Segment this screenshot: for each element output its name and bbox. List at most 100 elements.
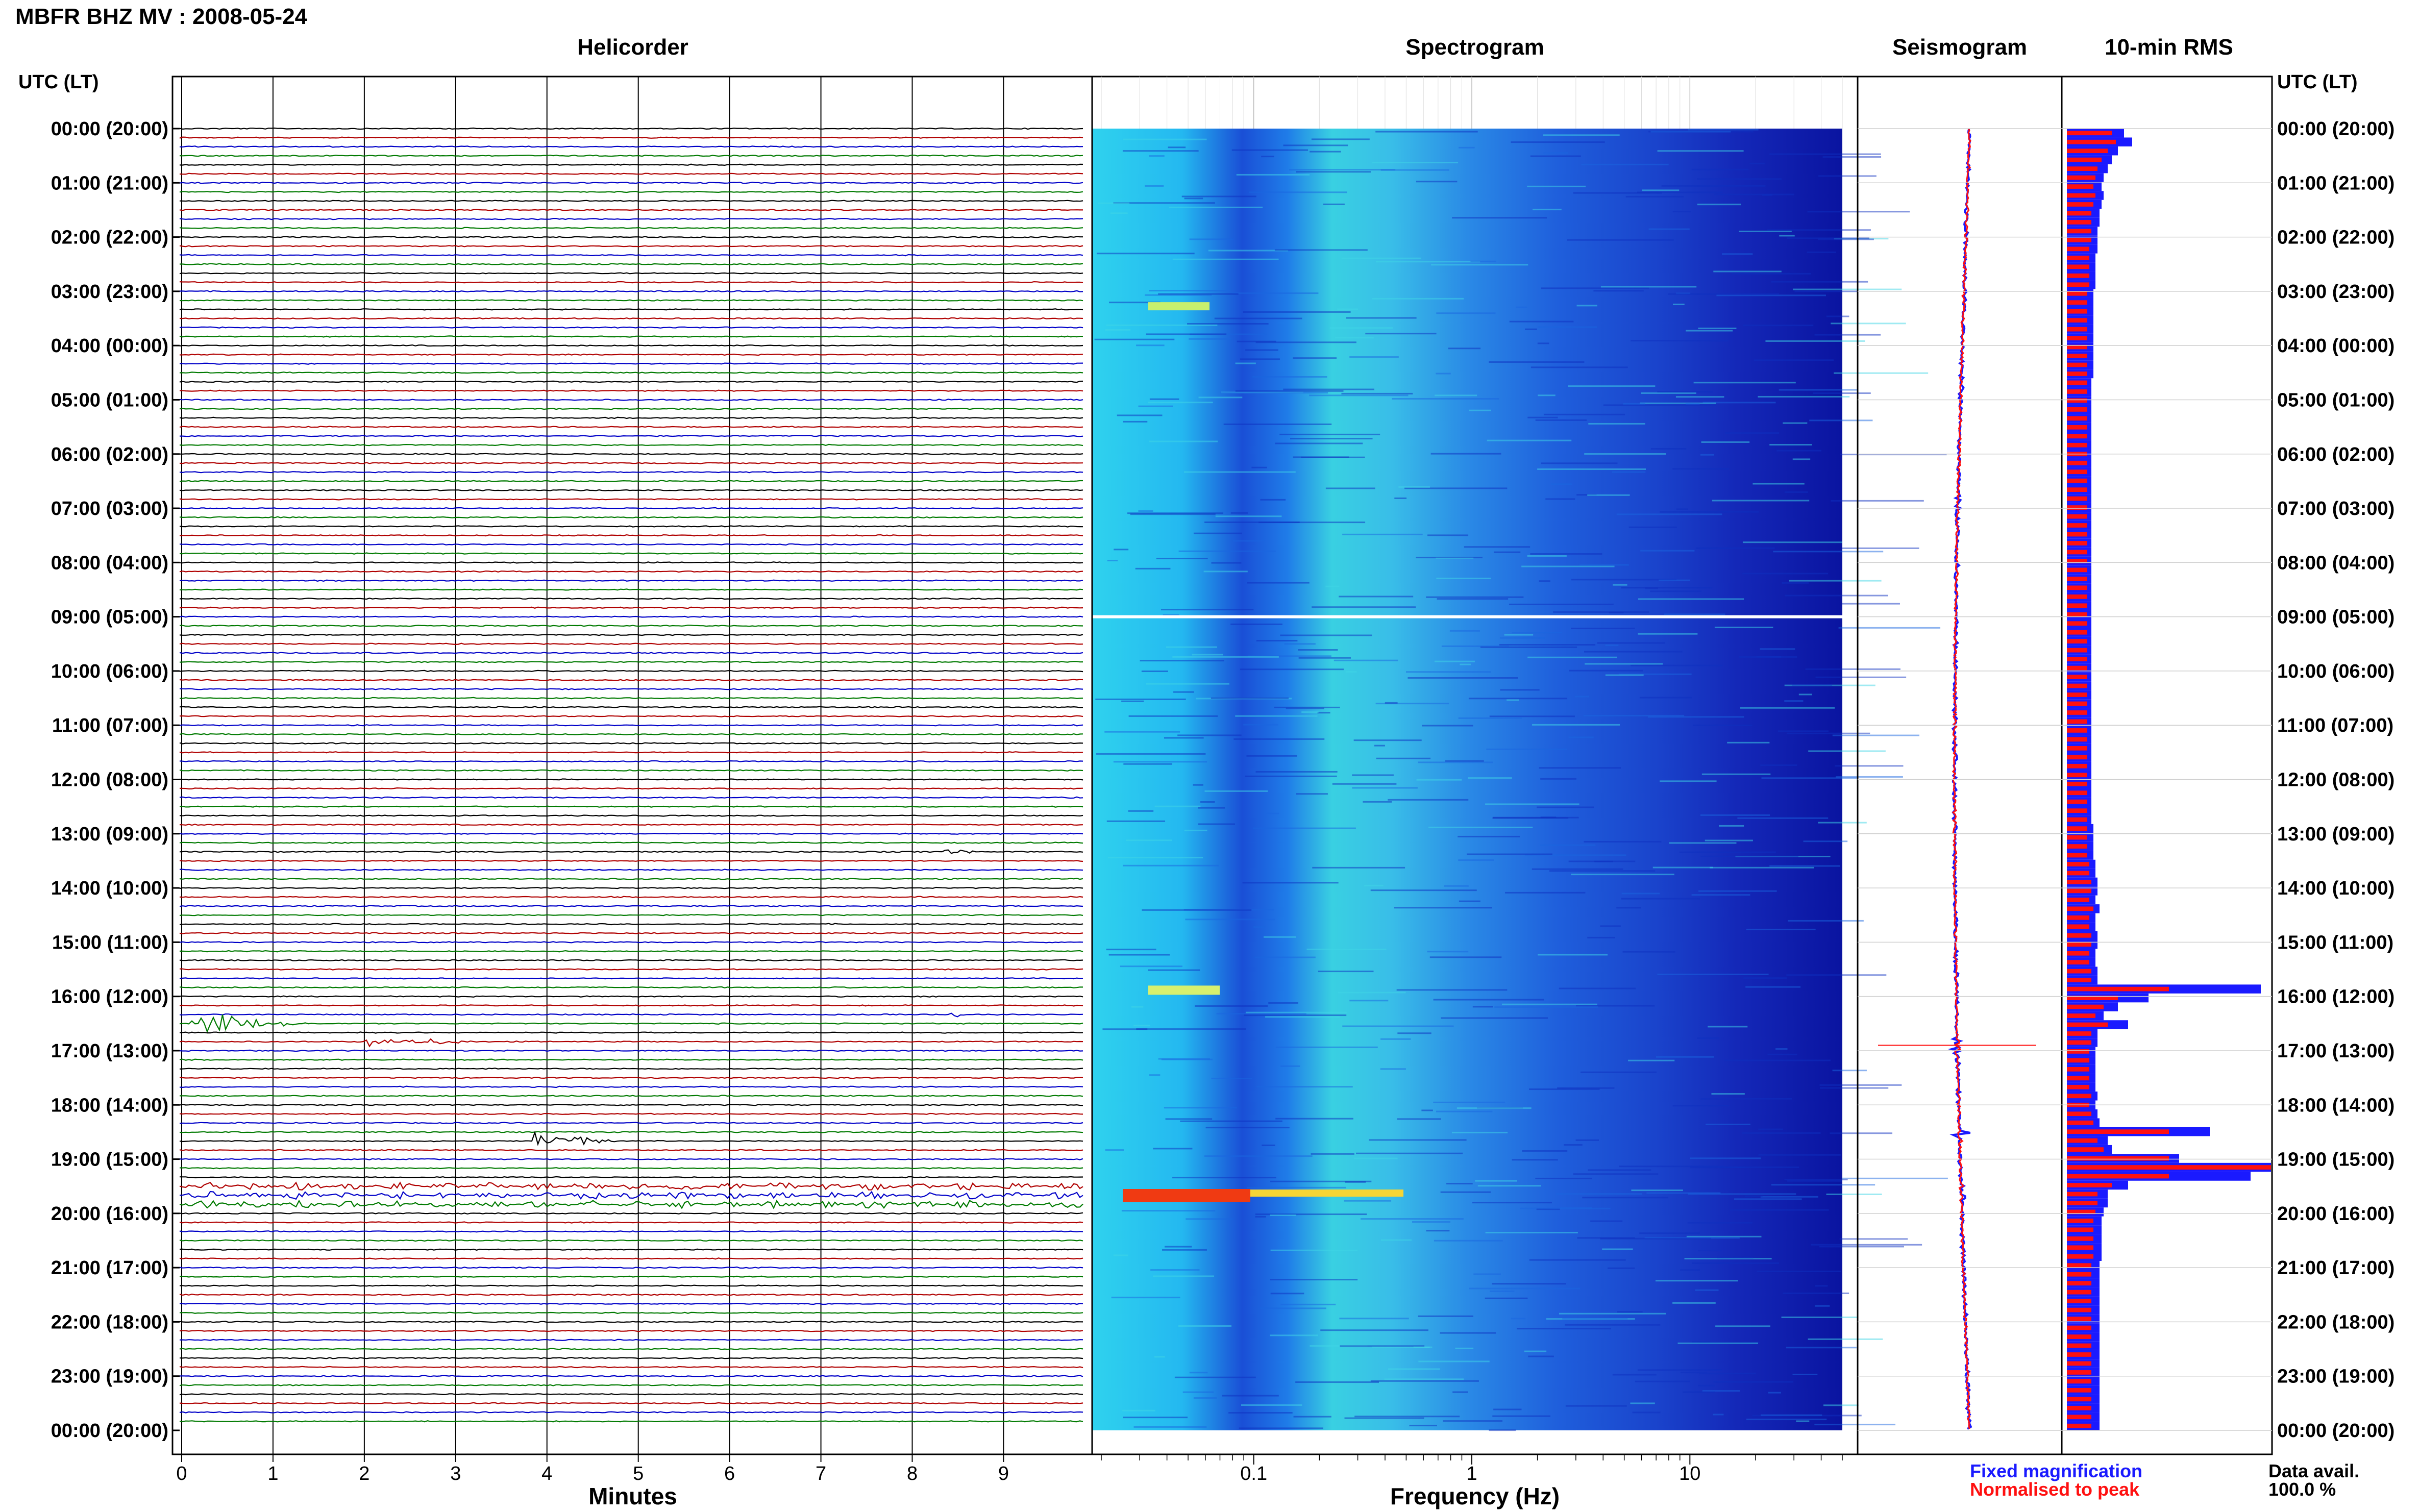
spectrogram-streak xyxy=(1677,1342,1758,1344)
rms-bar-normalised xyxy=(2067,683,2087,688)
spectrogram-streak xyxy=(1154,1356,1165,1358)
spectrogram-streak xyxy=(1107,857,1203,859)
rms-bar-normalised xyxy=(2067,1192,2097,1197)
spectrogram-streak xyxy=(1433,999,1544,1001)
spectrogram-streak xyxy=(1279,433,1380,435)
spectrogram-streak xyxy=(1695,547,1775,549)
spectrogram-streak xyxy=(1559,987,1636,989)
spectrogram-panel xyxy=(1091,76,1948,1455)
rms-bar-normalised xyxy=(2067,1361,2091,1366)
spectrogram-streak xyxy=(1527,416,1558,418)
spectrogram-streak xyxy=(1786,237,1869,239)
helicorder-x-tick-label: 1 xyxy=(267,1463,278,1484)
rms-bar-normalised xyxy=(2067,773,2087,778)
spectrogram-streak xyxy=(1698,890,1777,892)
spectrogram-streak xyxy=(1460,663,1471,665)
spectrogram-streak xyxy=(1397,1118,1441,1120)
helicorder-trace xyxy=(179,1176,1083,1179)
helicorder-trace xyxy=(179,1356,1083,1359)
helicorder-trace xyxy=(179,1049,1083,1052)
spectrogram-streak xyxy=(1487,439,1572,441)
time-label-right: 00:00 (20:00) xyxy=(2277,1420,2395,1442)
spectrogram-streak xyxy=(1435,394,1477,396)
spectrogram-streak xyxy=(1317,712,1330,714)
rms-bar-normalised xyxy=(2067,675,2087,679)
spectrogram-streak xyxy=(1365,333,1437,335)
spectrogram-streak xyxy=(1310,1345,1368,1347)
spectrogram-streak xyxy=(1541,462,1618,464)
helicorder-trace xyxy=(179,688,1083,690)
spectrogram-streak xyxy=(1280,1065,1300,1067)
spectrogram-streak xyxy=(1823,1404,1859,1406)
spectrogram-streak xyxy=(1172,258,1279,260)
helicorder-trace xyxy=(179,200,1083,202)
spectrogram-streak xyxy=(1642,189,1680,191)
spectrogram-streak xyxy=(1541,287,1649,289)
spectrogram-streak xyxy=(1500,689,1540,691)
rms-bar-normalised xyxy=(2067,202,2093,207)
spectrogram-streak xyxy=(1754,359,1834,361)
spectrogram-streak xyxy=(1342,1025,1454,1027)
spectrogram-streak xyxy=(1371,1346,1430,1348)
spectrogram-streak xyxy=(1457,1107,1532,1109)
spectrogram-streak xyxy=(1631,340,1729,342)
spectrogram-streak xyxy=(1335,337,1374,339)
spectrogram-streak xyxy=(1537,468,1646,470)
helicorder-trace xyxy=(179,1012,1083,1018)
spectrogram-streak xyxy=(1158,293,1239,295)
spectrogram-streak xyxy=(1154,805,1201,807)
spectrogram-streak xyxy=(1240,668,1344,671)
helicorder-trace xyxy=(179,859,1083,862)
spectrogram-streak xyxy=(1254,956,1316,958)
time-label-right: 12:00 (08:00) xyxy=(2277,770,2395,791)
spectrogram-streak xyxy=(1714,193,1794,195)
rms-bar-normalised xyxy=(2067,996,2118,1000)
spectrogram-streak xyxy=(1106,949,1156,951)
spectrogram-streak xyxy=(1724,1166,1799,1168)
spectrogram-streak xyxy=(1248,191,1347,193)
helicorder-trace xyxy=(179,869,1083,871)
spectrogram-streak xyxy=(1256,1086,1353,1088)
helicorder-trace xyxy=(179,227,1083,230)
spectrogram-streak xyxy=(1286,707,1324,709)
spectrogram-streak xyxy=(1235,362,1256,364)
helicorder-trace xyxy=(179,1167,1083,1170)
spectrogram-hotspot xyxy=(1148,985,1220,995)
spectrogram-streak xyxy=(1655,1280,1738,1282)
rms-bar-normalised xyxy=(2067,291,2087,296)
spectrogram-streak xyxy=(1109,302,1161,304)
spectrogram-streak xyxy=(1211,697,1289,699)
helicorder-trace xyxy=(179,1302,1083,1305)
spectrogram-streak xyxy=(1600,925,1621,927)
spectrogram-streak xyxy=(1700,814,1770,816)
spectrogram-streak xyxy=(1102,1028,1148,1030)
spectrogram-streak xyxy=(1222,1395,1279,1397)
helicorder-trace xyxy=(179,832,1083,835)
spectrogram-streak xyxy=(1392,398,1499,400)
spectrogram-streak xyxy=(1376,757,1431,759)
spectrogram-streak xyxy=(1652,866,1713,869)
time-label-right: 03:00 (23:00) xyxy=(2277,281,2395,303)
spectrogram-streak xyxy=(1661,185,1766,187)
spectrogram-streak xyxy=(1133,1426,1207,1428)
helicorder-trace xyxy=(179,823,1083,826)
spectrogram-streak xyxy=(1749,162,1765,164)
spectrogram-streak xyxy=(1814,334,1881,336)
spectrogram-streak xyxy=(1274,706,1340,708)
spectrogram-streak xyxy=(1215,515,1282,517)
spectrogram-streak xyxy=(1172,1177,1276,1179)
spectrogram-streak xyxy=(1702,1390,1740,1392)
helicorder-trace xyxy=(179,588,1083,591)
spectrogram-streak xyxy=(1416,779,1462,781)
spectrogram-streak xyxy=(1293,357,1337,359)
time-label-left: 20:00 (16:00) xyxy=(51,1203,168,1225)
spectrogram-streak xyxy=(1422,725,1473,727)
spectrogram-streak xyxy=(1105,1149,1124,1151)
rms-bar-normalised xyxy=(2067,282,2089,287)
spectrogram-streak xyxy=(1163,614,1179,616)
spectrogram-streak xyxy=(1404,487,1508,489)
spectrogram-streak xyxy=(1486,748,1568,750)
spectrogram-streak xyxy=(1794,290,1858,292)
helicorder-trace xyxy=(179,543,1083,546)
spectrogram-streak xyxy=(1584,840,1662,842)
